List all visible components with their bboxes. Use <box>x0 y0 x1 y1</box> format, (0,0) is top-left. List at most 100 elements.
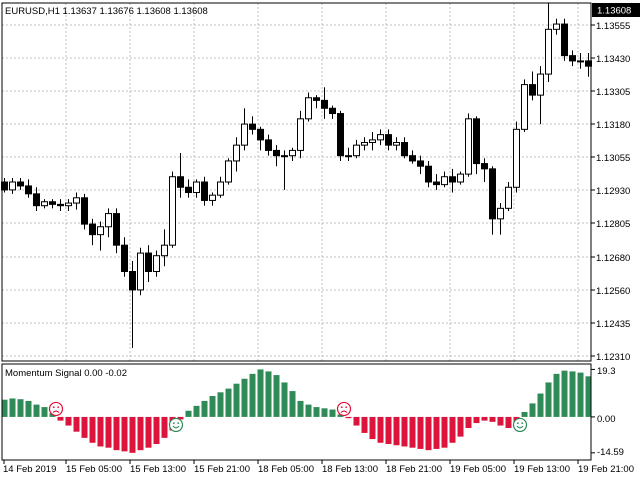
price-label: 1.12930 <box>596 186 630 197</box>
price-label: 1.13305 <box>596 87 630 98</box>
momentum-bar-positive <box>201 400 208 417</box>
momentum-bar-positive <box>321 408 328 417</box>
bull-candle <box>369 139 376 144</box>
bear-candle <box>417 160 424 167</box>
momentum-bar-negative <box>89 416 96 443</box>
momentum-bar-negative <box>377 416 384 443</box>
momentum-bar-negative <box>385 416 392 444</box>
bull-candle <box>225 160 232 183</box>
momentum-bar-negative <box>465 416 472 428</box>
momentum-bar-positive <box>249 373 256 417</box>
bear-candle <box>337 113 344 157</box>
bear-candle <box>201 181 208 201</box>
current-price-tag <box>592 3 640 17</box>
bear-candle <box>385 134 392 146</box>
momentum-bar-negative <box>137 416 144 451</box>
bull-candle <box>553 23 560 30</box>
momentum-bar-positive <box>281 382 288 417</box>
momentum-bar-positive <box>33 404 40 417</box>
momentum-bar-positive <box>521 412 528 417</box>
momentum-bar-negative <box>433 416 440 449</box>
bear-candle <box>185 186 192 194</box>
bear-candle <box>25 185 32 195</box>
momentum-bar-negative <box>129 416 136 453</box>
bull-candle <box>9 181 16 191</box>
momentum-bar-negative <box>145 416 152 448</box>
bear-candle <box>449 176 456 183</box>
bear-candle <box>329 107 336 115</box>
momentum-bar-negative <box>353 416 360 426</box>
bull-candle <box>41 201 48 207</box>
bear-candle <box>409 155 416 162</box>
bear-candle <box>33 193 40 207</box>
bear-candle <box>425 165 432 183</box>
momentum-bar-positive <box>329 409 336 417</box>
symbol-title: EURUSD,H1 1.13637 1.13676 1.13608 1.1360… <box>5 6 208 17</box>
momentum-bar-positive <box>561 370 568 417</box>
bear-candle <box>273 149 280 157</box>
chart-frame <box>1 2 595 464</box>
momentum-bar-positive <box>585 376 592 417</box>
bear-candle <box>249 123 256 130</box>
signal-icons <box>48 401 528 433</box>
price-panel[interactable]: EURUSD,H1 1.13637 1.13676 1.13608 1.1360… <box>1 3 592 348</box>
momentum-bar-positive <box>569 371 576 417</box>
momentum-bar-positive <box>1 399 8 417</box>
bull-candle <box>241 123 248 146</box>
bull-candle <box>361 142 368 146</box>
bear-candle <box>569 55 576 62</box>
momentum-bar-positive <box>9 398 16 417</box>
bull-candle <box>545 28 552 75</box>
momentum-bars <box>1 369 592 453</box>
indicator-axis[interactable]: 19.3 0.00 -14.59 <box>597 366 624 458</box>
price-label: 1.13180 <box>596 120 630 131</box>
sad-face-icon <box>48 401 64 417</box>
bull-candle <box>441 176 448 186</box>
momentum-bar-positive <box>537 393 544 417</box>
momentum-bar-negative <box>473 416 480 424</box>
momentum-bar-positive <box>273 375 280 417</box>
bear-candle <box>121 244 128 272</box>
time-label: 18 Feb 13:00 <box>322 464 378 475</box>
indicator-label: 0.00 <box>597 414 616 425</box>
momentum-bar-negative <box>505 416 512 428</box>
time-label: 14 Feb 2019 <box>3 464 56 475</box>
momentum-bar-negative <box>65 416 72 426</box>
bull-candle <box>537 73 544 96</box>
happy-face-icon <box>512 417 528 433</box>
momentum-bar-positive <box>217 392 224 417</box>
momentum-bar-positive <box>265 371 272 417</box>
bull-candle <box>217 181 224 196</box>
price-label: 1.12310 <box>596 352 630 363</box>
time-axis[interactable]: 14 Feb 2019 15 Feb 05:00 15 Feb 13:00 15… <box>3 464 634 475</box>
bear-candle <box>81 197 88 225</box>
time-label: 19 Feb 05:00 <box>450 464 506 475</box>
bear-candle <box>49 201 56 205</box>
bull-candle <box>465 118 472 175</box>
bull-candle <box>505 186 512 209</box>
price-label: 1.13055 <box>596 153 630 164</box>
momentum-bar-positive <box>233 383 240 417</box>
momentum-bar-negative <box>457 416 464 437</box>
price-label: 1.12560 <box>596 286 630 297</box>
bear-candle <box>401 142 408 157</box>
momentum-bar-negative <box>97 416 104 447</box>
indicator-panel[interactable]: Momentum Signal 0.00 -0.02 <box>1 368 592 453</box>
bull-candle <box>281 155 288 158</box>
bear-candle <box>257 128 264 141</box>
bull-candle <box>393 142 400 146</box>
bull-candle <box>153 255 160 273</box>
price-axis[interactable]: 1.13555 1.13430 1.13305 1.13180 1.13055 … <box>592 3 640 363</box>
bear-candle <box>177 176 184 188</box>
bull-candle <box>65 202 72 207</box>
momentum-bar-negative <box>489 416 496 422</box>
bear-candle <box>529 84 536 96</box>
price-label: 1.13430 <box>596 54 630 65</box>
bear-candle <box>145 252 152 273</box>
bear-candle <box>17 181 24 187</box>
price-label: 1.12805 <box>596 219 630 230</box>
bull-candle <box>513 128 520 188</box>
bear-candle <box>313 97 320 101</box>
